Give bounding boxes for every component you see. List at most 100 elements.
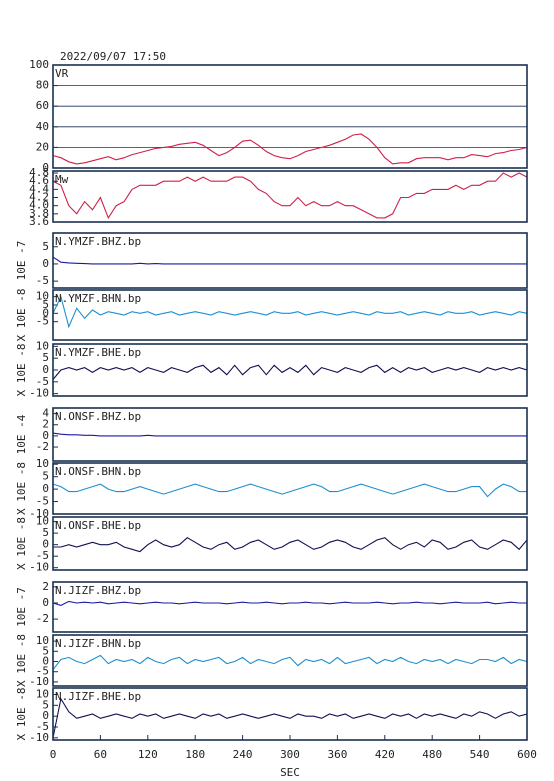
trace: [52, 172, 528, 220]
y-tick-label: 0: [42, 161, 49, 174]
y-tick-label: 4.2: [29, 191, 49, 204]
x-tick-label: 0: [50, 748, 57, 761]
panel-frame: [52, 581, 528, 633]
trace-label: N.ONSF.BHN.bp: [55, 465, 141, 478]
y-tick-label: 10: [36, 290, 49, 303]
y-tick-label: -5: [36, 549, 49, 562]
x-tick-label: 420: [375, 748, 395, 761]
y-axis-label: X 10E -8: [15, 289, 28, 342]
trace: [52, 256, 527, 265]
y-axis-label: X 10E -8: [15, 634, 28, 687]
panel-frame: [52, 634, 528, 687]
y-tick-label: -10: [29, 507, 49, 520]
chart-title: 2022/09/07 17:50: [60, 50, 166, 63]
trace: [52, 654, 528, 671]
y-tick-label: 3.6: [29, 215, 49, 228]
y-tick-label: 0: [42, 538, 49, 551]
trace: [53, 537, 528, 553]
x-tick-label: 120: [138, 748, 158, 761]
x-tick-label: 60: [94, 748, 107, 761]
x-axis-label: SEC: [280, 766, 300, 779]
y-tick-label: 5: [42, 526, 49, 539]
trace-label: N.ONSF.BHE.bp: [55, 519, 141, 532]
y-tick-label: 4.0: [29, 199, 49, 212]
y-tick-label: 2: [42, 580, 49, 593]
y-tick-label: 0: [42, 363, 49, 376]
y-tick-label: 5: [42, 351, 49, 364]
y-tick-label: 5: [42, 298, 49, 311]
x-tick-label: 600: [517, 748, 537, 761]
y-tick-label: 3.8: [29, 207, 49, 220]
panel-frame: [52, 232, 528, 289]
y-axis-label: X 10E -8: [15, 688, 28, 741]
trace-label: N.YMZF.BHN.bp: [55, 292, 141, 305]
y-tick-label: 5: [42, 240, 49, 253]
y-tick-label: 60: [36, 99, 49, 112]
y-tick-label: 10: [36, 457, 49, 470]
y-tick-label: 0: [42, 306, 49, 319]
x-tick-label: 360: [327, 748, 347, 761]
y-tick-label: -10: [29, 675, 49, 688]
trace: [52, 432, 527, 437]
y-tick-label: 10: [36, 634, 49, 647]
trace: [52, 697, 528, 738]
y-axis-label: 10E -7: [15, 241, 28, 281]
panel-frame: [52, 462, 528, 515]
x-tick-label: 180: [185, 748, 205, 761]
y-axis-label: X 10E -8: [15, 462, 28, 515]
y-axis-label: 10E -4: [15, 414, 28, 454]
y-axis-label: X 10E -8: [15, 344, 28, 397]
trace-label: N.JIZF.BHZ.bp: [55, 584, 141, 597]
trace: [52, 133, 528, 165]
y-tick-label: -5: [36, 375, 49, 388]
y-tick-label: -10: [29, 387, 49, 400]
x-tick-label: 480: [422, 748, 442, 761]
y-tick-label: 0: [42, 257, 49, 270]
y-tick-label: -5: [36, 720, 49, 733]
panel-frame: [52, 170, 528, 223]
y-tick-label: 4: [42, 407, 49, 420]
y-tick-label: 80: [36, 79, 49, 92]
y-tick-label: 10: [36, 515, 49, 528]
trace-label: N.YMZF.BHZ.bp: [55, 235, 141, 248]
trace-label: N.YMZF.BHE.bp: [55, 346, 141, 359]
trace: [52, 364, 528, 380]
y-tick-label: -5: [36, 495, 49, 508]
y-tick-label: 0: [42, 429, 49, 442]
panel-frame: [52, 343, 528, 397]
y-axis-label: X 10E -8: [15, 517, 28, 570]
trace-label: N.JIZF.BHE.bp: [55, 690, 141, 703]
y-tick-label: 40: [36, 120, 49, 133]
y-tick-label: 5: [42, 698, 49, 711]
y-tick-label: 4.4: [29, 182, 49, 195]
panel-frame: [52, 407, 528, 462]
trace-label: N.JIZF.BHN.bp: [55, 637, 141, 650]
x-tick-label: 240: [233, 748, 253, 761]
y-tick-label: 100: [29, 58, 49, 71]
y-tick-label: -5: [36, 315, 49, 328]
y-tick-label: -2: [36, 440, 49, 453]
trace-label: VR: [55, 67, 69, 80]
y-tick-label: -5: [36, 274, 49, 287]
trace-label: N.ONSF.BHZ.bp: [55, 410, 141, 423]
y-tick-label: 0: [42, 709, 49, 722]
y-tick-label: 10: [36, 339, 49, 352]
y-tick-label: -5: [36, 665, 49, 678]
y-tick-label: 0: [42, 482, 49, 495]
y-tick-label: 0: [42, 655, 49, 668]
y-tick-label: 5: [42, 644, 49, 657]
x-tick-label: 540: [470, 748, 490, 761]
y-tick-label: -10: [29, 561, 49, 574]
y-axis-label: 10E -7: [15, 587, 28, 627]
panel-frame: [52, 289, 528, 341]
y-tick-label: 4.6: [29, 174, 49, 187]
panel-frame: [52, 64, 528, 169]
y-tick-label: 5: [42, 470, 49, 483]
y-tick-label: -2: [36, 612, 49, 625]
x-tick-label: 300: [280, 748, 300, 761]
y-tick-label: 10: [36, 688, 49, 701]
trace: [52, 295, 528, 329]
y-tick-label: 20: [36, 140, 49, 153]
trace: [52, 600, 527, 606]
